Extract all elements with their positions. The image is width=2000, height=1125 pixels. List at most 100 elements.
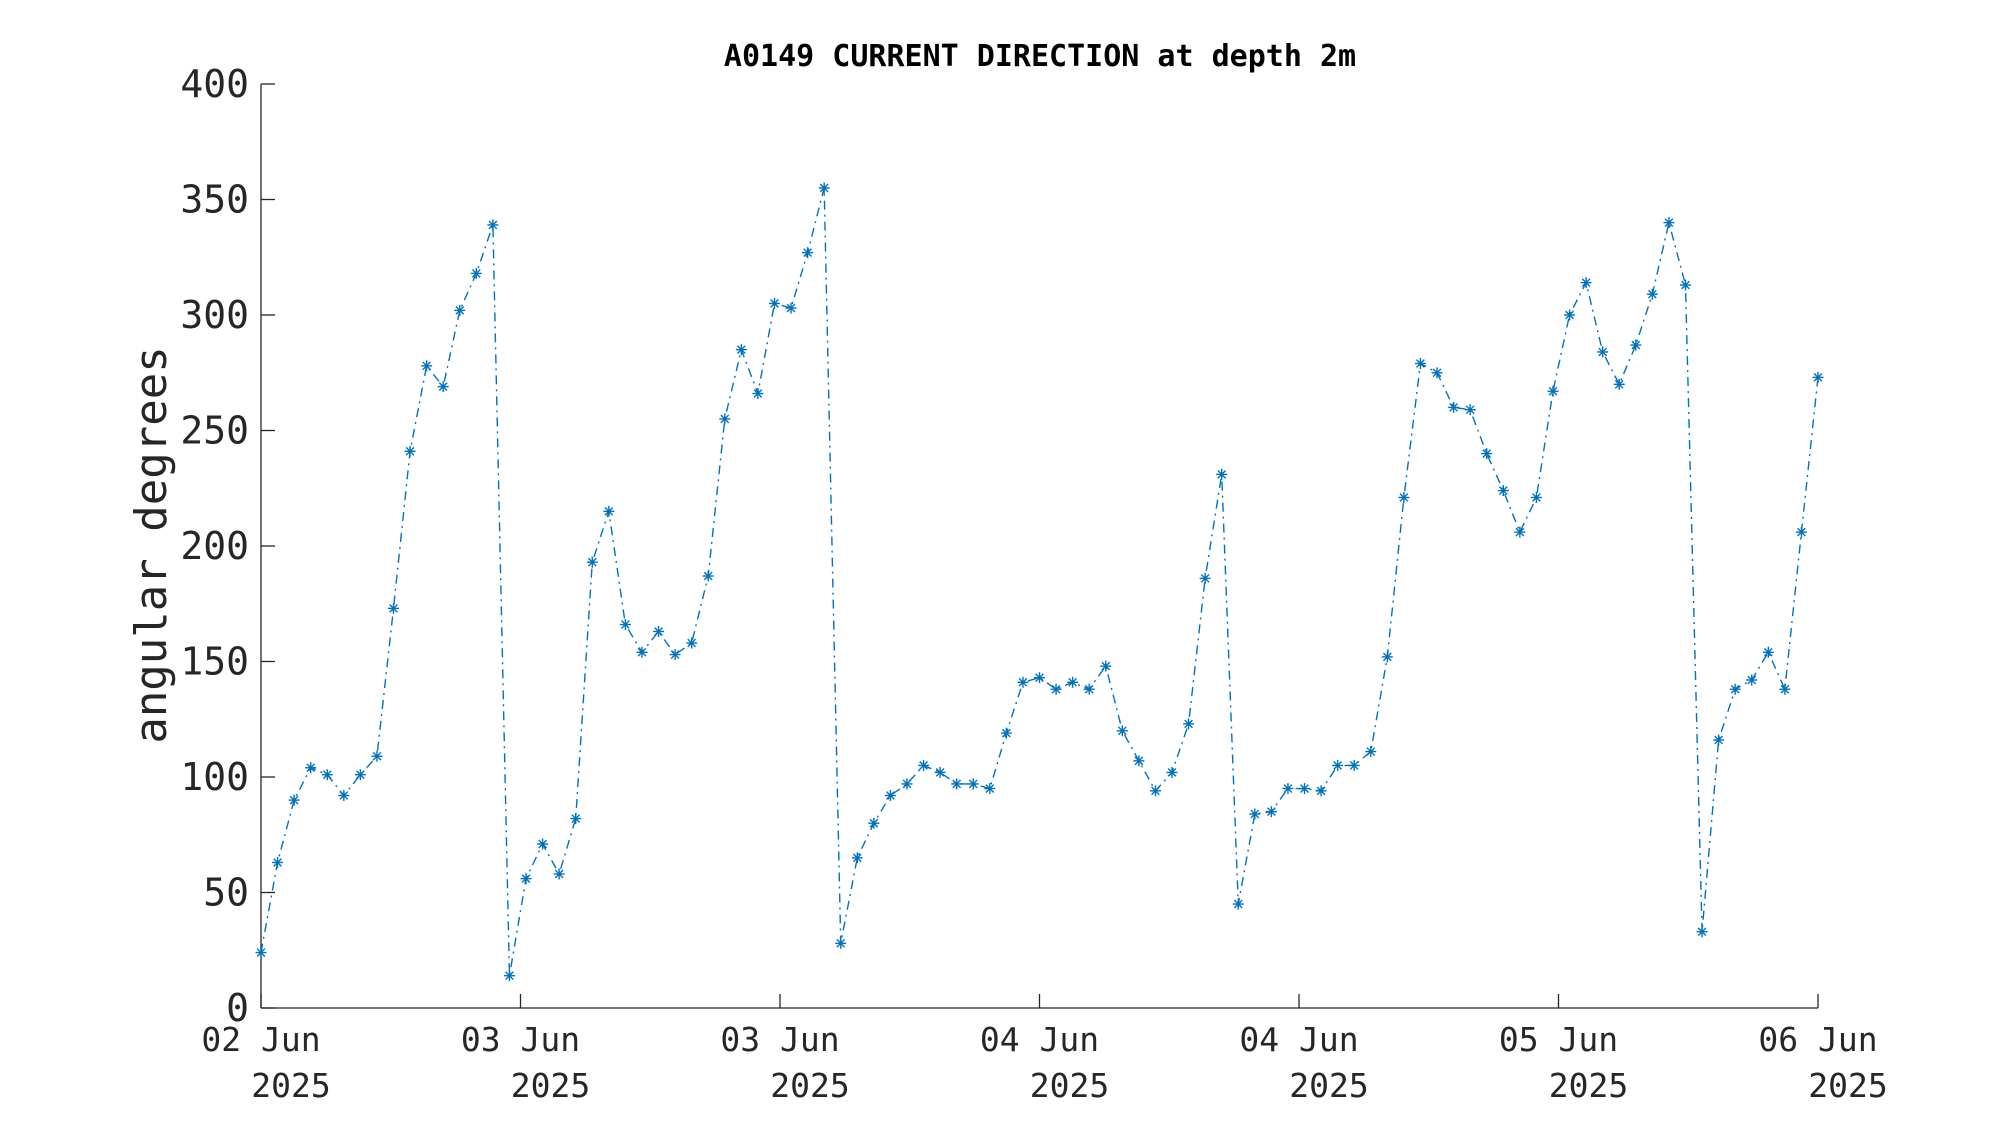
x-tick-year-label: 2025 bbox=[1808, 1066, 1887, 1105]
data-point-marker bbox=[1100, 660, 1112, 672]
x-tick-year-label: 2025 bbox=[770, 1066, 849, 1105]
y-tick-label: 400 bbox=[180, 62, 249, 106]
y-axis-label: angular degrees bbox=[126, 346, 177, 743]
series-line bbox=[260, 187, 1819, 976]
data-point-marker bbox=[537, 838, 549, 850]
data-point-marker bbox=[1779, 683, 1791, 695]
data-point-marker bbox=[338, 789, 350, 801]
data-point-marker bbox=[719, 413, 731, 425]
data-point-marker bbox=[272, 856, 284, 868]
x-tick-label: 02 Jun bbox=[201, 1020, 320, 1059]
data-point-marker bbox=[1580, 277, 1592, 289]
chart-title: A0149 CURRENT DIRECTION at depth 2m bbox=[724, 39, 1356, 74]
data-point-marker bbox=[1547, 385, 1559, 397]
data-point-marker bbox=[603, 505, 615, 517]
x-tick-year-label: 2025 bbox=[511, 1066, 590, 1105]
data-point-marker bbox=[1000, 727, 1012, 739]
data-point-marker bbox=[1762, 646, 1774, 658]
data-point-marker bbox=[1564, 309, 1576, 321]
data-point-marker bbox=[288, 794, 300, 806]
data-point-marker bbox=[1034, 672, 1045, 684]
data-point-marker bbox=[1812, 371, 1824, 383]
data-point-marker bbox=[1497, 485, 1509, 497]
y-tick-label: 0 bbox=[226, 986, 249, 1030]
data-point-marker bbox=[1149, 785, 1161, 797]
data-point-marker bbox=[1663, 217, 1675, 229]
data-point-marker bbox=[570, 813, 582, 825]
data-point-marker bbox=[1365, 746, 1377, 758]
x-tick-year-label: 2025 bbox=[1289, 1066, 1368, 1105]
data-point-marker bbox=[503, 970, 515, 982]
data-point-marker bbox=[1713, 734, 1725, 746]
x-tick-label: 04 Jun bbox=[980, 1020, 1099, 1059]
data-point-marker bbox=[354, 769, 366, 781]
data-point-marker bbox=[255, 947, 267, 959]
data-point-marker bbox=[686, 637, 698, 649]
data-point-marker bbox=[669, 649, 681, 661]
x-ticks: 02 Jun 2025 03 Jun 2025 03 Jun 2025 04 Jun 2025… bbox=[201, 994, 1888, 1105]
data-point-marker bbox=[1746, 674, 1758, 686]
data-point-marker bbox=[553, 868, 565, 880]
data-point-marker bbox=[884, 789, 896, 801]
y-tick-label: 50 bbox=[203, 871, 249, 915]
data-point-marker bbox=[802, 247, 814, 259]
data-point-marker bbox=[918, 759, 930, 771]
y-tick-label: 200 bbox=[180, 524, 249, 568]
data-point-marker bbox=[1646, 288, 1658, 300]
y-tick-label: 100 bbox=[180, 755, 249, 799]
plot-area bbox=[255, 182, 1824, 982]
data-point-marker bbox=[520, 873, 532, 885]
data-point-marker bbox=[1679, 279, 1691, 291]
data-point-marker bbox=[835, 937, 847, 949]
y-tick-label: 150 bbox=[180, 640, 249, 684]
data-point-marker bbox=[1381, 651, 1393, 663]
x-tick-year-label: 2025 bbox=[1549, 1066, 1628, 1105]
data-point-marker bbox=[1514, 526, 1526, 538]
data-point-marker bbox=[735, 344, 747, 356]
data-point-marker bbox=[487, 219, 499, 231]
data-point-marker bbox=[818, 182, 830, 194]
y-tick-label: 300 bbox=[180, 293, 249, 337]
data-point-marker bbox=[1116, 725, 1128, 737]
data-point-marker bbox=[437, 381, 449, 393]
data-point-marker bbox=[1348, 759, 1360, 771]
data-point-marker bbox=[454, 304, 466, 316]
data-point-marker bbox=[1414, 358, 1426, 370]
y-ticks: 0 50 100 150 200 250 300 350 400 bbox=[180, 62, 275, 1030]
data-point-marker bbox=[1315, 785, 1327, 797]
data-point-marker bbox=[1696, 926, 1708, 938]
x-tick-label: 03 Jun bbox=[461, 1020, 580, 1059]
data-point-marker bbox=[1299, 783, 1311, 795]
data-point-marker bbox=[752, 388, 764, 400]
data-point-marker bbox=[1431, 367, 1443, 379]
data-point-marker bbox=[1530, 491, 1542, 503]
data-point-marker bbox=[934, 766, 946, 778]
data-point-marker bbox=[702, 570, 714, 582]
data-point-marker bbox=[1398, 491, 1410, 503]
data-point-marker bbox=[388, 602, 400, 614]
data-point-marker bbox=[951, 778, 963, 790]
x-tick-label: 05 Jun bbox=[1499, 1020, 1618, 1059]
x-tick-year-label: 2025 bbox=[1030, 1066, 1109, 1105]
x-tick-label: 06 Jun bbox=[1758, 1020, 1877, 1059]
data-point-marker bbox=[305, 762, 317, 774]
data-point-marker bbox=[1282, 783, 1294, 795]
data-point-marker bbox=[371, 750, 383, 762]
data-point-marker bbox=[1795, 526, 1807, 538]
data-point-marker bbox=[1481, 448, 1493, 460]
x-tick-label: 03 Jun bbox=[720, 1020, 839, 1059]
data-point-marker bbox=[470, 267, 482, 279]
y-tick-label: 350 bbox=[180, 178, 249, 222]
data-point-marker bbox=[1597, 346, 1609, 358]
data-point-marker bbox=[636, 646, 648, 658]
data-point-marker bbox=[1183, 718, 1195, 730]
data-point-marker bbox=[1067, 676, 1079, 688]
data-point-marker bbox=[1232, 898, 1244, 910]
data-point-marker bbox=[1017, 676, 1029, 688]
data-point-marker bbox=[1216, 468, 1228, 480]
data-point-marker bbox=[1249, 808, 1261, 820]
data-point-marker bbox=[901, 778, 913, 790]
data-point-marker bbox=[321, 769, 333, 781]
data-point-marker bbox=[785, 302, 797, 314]
